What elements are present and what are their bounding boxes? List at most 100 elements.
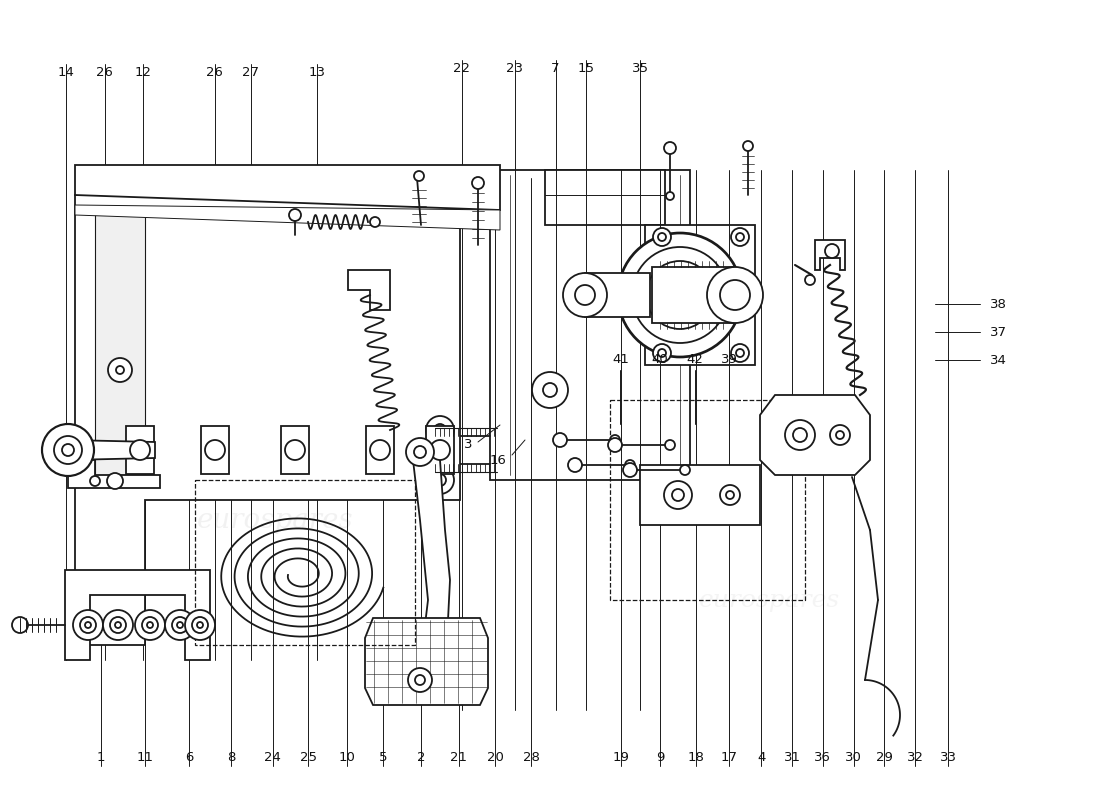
Circle shape <box>618 233 742 357</box>
Text: 33: 33 <box>939 751 957 764</box>
Circle shape <box>793 428 807 442</box>
Circle shape <box>73 610 103 640</box>
Text: 16: 16 <box>490 454 506 466</box>
Circle shape <box>135 610 165 640</box>
Circle shape <box>720 485 740 505</box>
Circle shape <box>62 444 74 456</box>
Text: 36: 36 <box>814 751 832 764</box>
Polygon shape <box>75 205 500 230</box>
Polygon shape <box>75 165 500 210</box>
Polygon shape <box>405 450 450 680</box>
Circle shape <box>653 344 671 362</box>
Text: 18: 18 <box>688 751 705 764</box>
Circle shape <box>680 465 690 475</box>
Bar <box>195 480 415 645</box>
Circle shape <box>85 622 91 628</box>
Text: 26: 26 <box>206 66 223 78</box>
Circle shape <box>90 476 100 486</box>
Circle shape <box>726 491 734 499</box>
Circle shape <box>80 617 96 633</box>
Circle shape <box>785 420 815 450</box>
Text: 4: 4 <box>757 751 766 764</box>
Circle shape <box>285 440 305 460</box>
Circle shape <box>664 481 692 509</box>
Circle shape <box>568 458 582 472</box>
Circle shape <box>666 192 674 200</box>
Text: 41: 41 <box>612 354 629 366</box>
Bar <box>544 170 666 225</box>
Polygon shape <box>75 195 460 645</box>
Circle shape <box>177 622 183 628</box>
Circle shape <box>172 617 188 633</box>
Circle shape <box>707 267 763 323</box>
Text: 31: 31 <box>783 751 801 764</box>
Circle shape <box>185 610 214 640</box>
Circle shape <box>108 358 132 382</box>
Text: 26: 26 <box>96 66 113 78</box>
Circle shape <box>672 489 684 501</box>
Text: 24: 24 <box>264 751 282 764</box>
Polygon shape <box>640 465 760 525</box>
Text: eurospares: eurospares <box>197 266 353 294</box>
Polygon shape <box>652 267 735 323</box>
Circle shape <box>658 233 666 241</box>
Circle shape <box>192 617 208 633</box>
Text: eurospares: eurospares <box>700 589 840 611</box>
Text: 22: 22 <box>453 62 471 75</box>
Text: 7: 7 <box>551 62 560 75</box>
Text: 6: 6 <box>185 751 194 764</box>
Circle shape <box>414 171 424 181</box>
Text: 15: 15 <box>578 62 595 75</box>
Text: 38: 38 <box>990 298 1006 310</box>
Circle shape <box>736 233 744 241</box>
Circle shape <box>836 431 844 439</box>
Text: 17: 17 <box>720 751 738 764</box>
Polygon shape <box>365 618 488 705</box>
Circle shape <box>434 424 446 436</box>
Circle shape <box>406 438 434 466</box>
Polygon shape <box>815 240 845 270</box>
Text: 14: 14 <box>57 66 75 78</box>
Circle shape <box>553 433 566 447</box>
Bar <box>126 426 154 474</box>
Text: 42: 42 <box>686 354 704 366</box>
Text: 20: 20 <box>486 751 504 764</box>
Circle shape <box>658 349 666 357</box>
Circle shape <box>426 416 454 444</box>
Circle shape <box>408 668 432 692</box>
Bar <box>610 400 805 600</box>
Text: 12: 12 <box>134 66 152 78</box>
Circle shape <box>147 622 153 628</box>
Circle shape <box>54 436 82 464</box>
Text: 35: 35 <box>631 62 649 75</box>
Text: 10: 10 <box>338 751 355 764</box>
Circle shape <box>142 617 158 633</box>
Bar <box>426 426 454 474</box>
Circle shape <box>116 366 124 374</box>
Polygon shape <box>68 440 155 460</box>
Circle shape <box>625 460 635 470</box>
Text: 2: 2 <box>417 751 426 764</box>
Text: 8: 8 <box>227 751 235 764</box>
Circle shape <box>666 440 675 450</box>
Circle shape <box>608 438 622 452</box>
Circle shape <box>563 273 607 317</box>
Text: 28: 28 <box>522 751 540 764</box>
Polygon shape <box>760 395 870 475</box>
Circle shape <box>610 435 620 445</box>
Circle shape <box>103 610 133 640</box>
Bar <box>366 426 394 474</box>
Circle shape <box>415 675 425 685</box>
Circle shape <box>736 349 744 357</box>
Circle shape <box>414 446 426 458</box>
Circle shape <box>370 440 390 460</box>
Polygon shape <box>65 570 210 660</box>
Circle shape <box>732 228 749 246</box>
Polygon shape <box>68 460 160 488</box>
Text: 19: 19 <box>613 751 630 764</box>
Text: 23: 23 <box>506 62 524 75</box>
Circle shape <box>742 141 754 151</box>
Text: 5: 5 <box>378 751 387 764</box>
Circle shape <box>720 280 750 310</box>
Polygon shape <box>348 270 390 310</box>
